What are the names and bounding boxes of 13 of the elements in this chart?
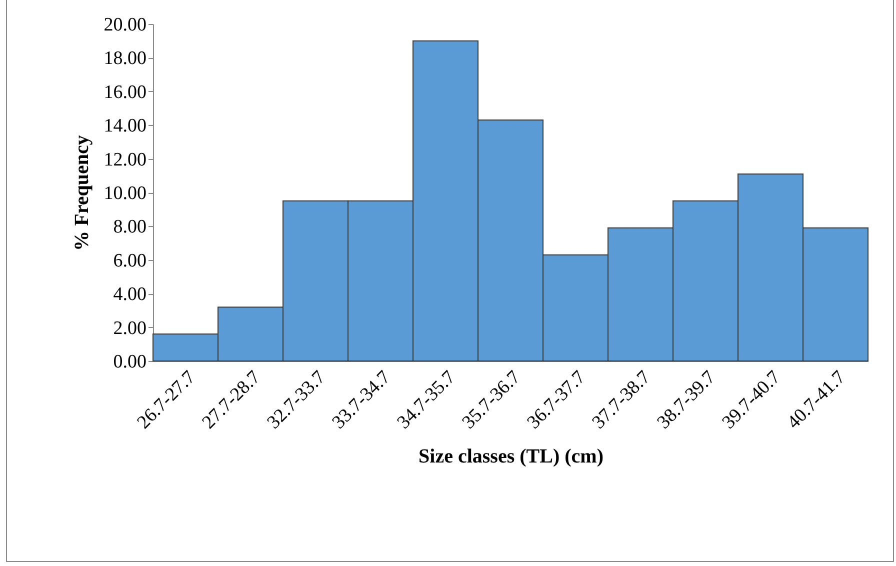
y-tick-label: 18.00 [104, 48, 146, 70]
x-axis-title: Size classes (TL) (cm) [418, 445, 604, 468]
y-axis-title: % Frequency [70, 135, 93, 251]
y-tick-label: 0.00 [113, 352, 146, 372]
y-tick-label: 8.00 [113, 216, 146, 238]
y-tick-label: 10.00 [104, 183, 146, 204]
y-tick-label: 14.00 [104, 116, 146, 137]
y-tick-label: 16.00 [104, 82, 146, 103]
y-tick-label: 20.00 [104, 14, 146, 36]
y-tick-label: 2.00 [113, 318, 146, 339]
y-tick-label: 12.00 [104, 149, 146, 170]
y-tick-label: 4.00 [113, 284, 146, 306]
y-tick-label: 6.00 [113, 250, 146, 272]
